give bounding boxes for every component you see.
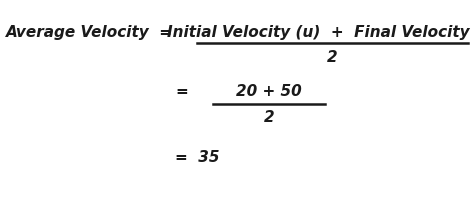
Text: 2: 2 bbox=[327, 49, 338, 64]
Text: Initial Velocity (u)  +  Final Velocity (v): Initial Velocity (u) + Final Velocity (v… bbox=[166, 24, 474, 40]
Text: 20 + 50: 20 + 50 bbox=[236, 84, 302, 99]
Text: =  35: = 35 bbox=[175, 150, 219, 166]
Text: =: = bbox=[175, 84, 188, 99]
Text: Average Velocity  =: Average Velocity = bbox=[6, 24, 173, 40]
Text: 2: 2 bbox=[264, 110, 274, 124]
